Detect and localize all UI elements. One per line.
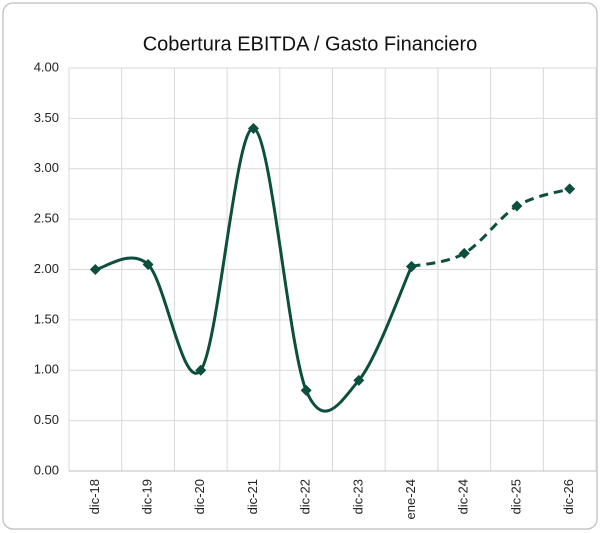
y-tick-label: 1.50 (34, 311, 59, 326)
y-tick-label: 3.00 (34, 160, 59, 175)
marker (458, 247, 470, 259)
x-tick-label: dic-24 (456, 479, 471, 514)
marker (247, 122, 259, 134)
y-tick-label: 0.50 (34, 412, 59, 427)
x-tick-label: dic-18 (87, 479, 102, 514)
chart-title: Cobertura EBITDA / Gasto Financiero (143, 33, 478, 55)
x-tick-label: dic-22 (298, 479, 313, 514)
x-tick-label: dic-25 (508, 479, 523, 514)
y-tick-label: 4.00 (34, 59, 59, 74)
x-tick-label: dic-26 (561, 479, 576, 514)
y-tick-label: 2.00 (34, 261, 59, 276)
marker (564, 183, 576, 195)
y-tick-label: 1.00 (34, 362, 59, 377)
y-tick-label: 2.50 (34, 211, 59, 226)
x-tick-label: dic-23 (350, 479, 365, 514)
x-tick-label: dic-21 (245, 479, 260, 514)
x-tick-label: dic-20 (192, 479, 207, 514)
line-series (411, 187, 571, 268)
marker (511, 200, 523, 212)
marker (195, 364, 207, 376)
marker (142, 258, 154, 270)
y-tick-label: 3.50 (34, 110, 59, 125)
x-tick-label: ene-24 (403, 479, 418, 519)
marker (89, 264, 101, 275)
marker (300, 384, 312, 396)
marker (406, 260, 418, 272)
marker (353, 374, 365, 386)
x-tick-label: dic-19 (139, 479, 154, 514)
y-tick-label: 0.00 (34, 462, 59, 477)
